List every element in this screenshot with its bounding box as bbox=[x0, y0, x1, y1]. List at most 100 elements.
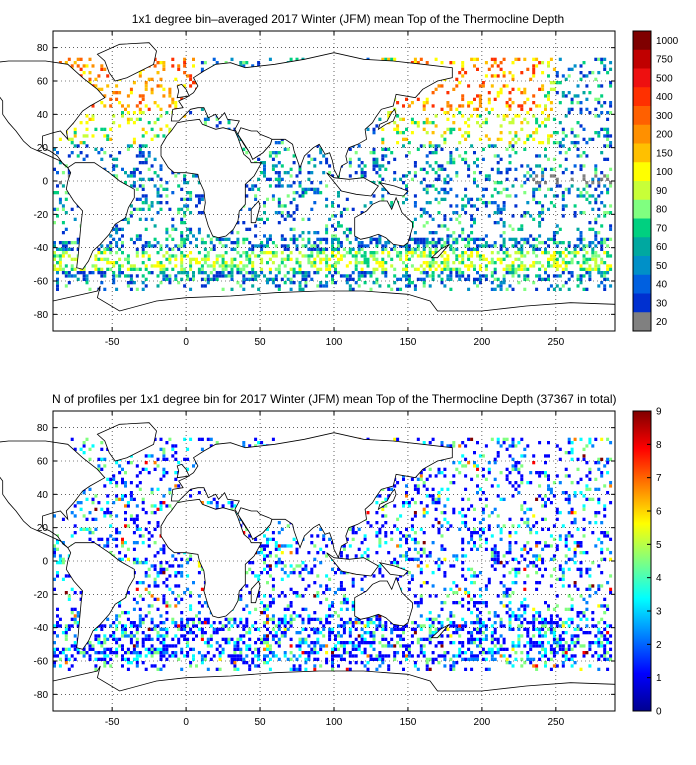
data-cell bbox=[62, 254, 65, 257]
data-cell bbox=[299, 181, 302, 184]
data-cell bbox=[142, 618, 145, 621]
data-cell bbox=[464, 161, 467, 164]
data-cell bbox=[352, 641, 355, 644]
y-tick-label: -80 bbox=[34, 310, 49, 321]
data-cell bbox=[547, 621, 550, 624]
data-cell bbox=[201, 268, 204, 271]
data-cell bbox=[361, 621, 364, 624]
data-cell bbox=[384, 624, 387, 627]
data-cell bbox=[151, 604, 154, 607]
data-cell bbox=[157, 61, 160, 64]
data-cell bbox=[133, 168, 136, 171]
data-cell bbox=[287, 628, 290, 631]
data-cell bbox=[553, 641, 556, 644]
data-cell bbox=[402, 628, 405, 631]
data-cell bbox=[219, 274, 222, 277]
data-cell bbox=[213, 274, 216, 277]
data-cell bbox=[331, 201, 334, 204]
data-cell bbox=[426, 661, 429, 664]
data-cell bbox=[364, 244, 367, 247]
data-cell bbox=[310, 181, 313, 184]
data-cell bbox=[118, 638, 121, 641]
data-cell bbox=[562, 251, 565, 254]
data-cell bbox=[429, 638, 432, 641]
data-cell bbox=[71, 274, 74, 277]
data-cell bbox=[233, 241, 236, 244]
data-cell bbox=[269, 154, 272, 157]
data-cell bbox=[310, 261, 313, 264]
data-cell bbox=[497, 181, 500, 184]
data-cell bbox=[414, 121, 417, 124]
data-cell bbox=[337, 194, 340, 197]
data-cell bbox=[381, 658, 384, 661]
data-cell bbox=[532, 131, 535, 134]
data-cell bbox=[571, 108, 574, 111]
data-cell bbox=[112, 264, 115, 267]
data-cell bbox=[198, 261, 201, 264]
data-cell bbox=[509, 268, 512, 271]
data-cell bbox=[296, 238, 299, 241]
data-cell bbox=[177, 271, 180, 274]
data-cell bbox=[148, 648, 151, 651]
data-cell bbox=[162, 634, 165, 637]
data-cell bbox=[219, 121, 222, 124]
data-cell bbox=[488, 178, 491, 181]
data-cell bbox=[103, 664, 106, 667]
data-cell bbox=[538, 621, 541, 624]
x-tick-label: 150 bbox=[400, 337, 417, 348]
data-cell bbox=[367, 271, 370, 274]
data-cell bbox=[207, 651, 210, 654]
data-cell bbox=[461, 651, 464, 654]
y-tick-label: -60 bbox=[34, 277, 49, 288]
data-cell bbox=[331, 648, 334, 651]
data-cell bbox=[228, 618, 231, 621]
data-cell bbox=[331, 601, 334, 604]
data-cell bbox=[148, 108, 151, 111]
data-cell bbox=[180, 238, 183, 241]
data-cell bbox=[124, 658, 127, 661]
data-cell bbox=[414, 201, 417, 204]
data-cell bbox=[405, 98, 408, 101]
data-cell bbox=[245, 61, 248, 64]
data-cell bbox=[417, 641, 420, 644]
data-cell bbox=[402, 668, 405, 671]
data-cell bbox=[207, 264, 210, 267]
data-cell bbox=[59, 658, 62, 661]
data-cell bbox=[103, 104, 106, 107]
data-cell bbox=[302, 618, 305, 621]
data-cell bbox=[497, 211, 500, 214]
data-cell bbox=[494, 181, 497, 184]
data-cell bbox=[435, 148, 438, 151]
data-cell bbox=[59, 264, 62, 267]
data-cell bbox=[236, 624, 239, 627]
data-cell bbox=[606, 191, 609, 194]
data-cell bbox=[473, 638, 476, 641]
data-cell bbox=[455, 624, 458, 627]
data-cell bbox=[446, 118, 449, 121]
data-cell bbox=[352, 654, 355, 657]
data-cell bbox=[435, 198, 438, 201]
data-cell bbox=[248, 208, 251, 211]
data-cell bbox=[340, 618, 343, 621]
data-cell bbox=[121, 241, 124, 244]
data-cell bbox=[313, 191, 316, 194]
data-cell bbox=[92, 271, 95, 274]
data-cell bbox=[373, 164, 376, 167]
data-cell bbox=[393, 628, 396, 631]
data-cell bbox=[562, 661, 565, 664]
data-cell bbox=[482, 201, 485, 204]
data-cell bbox=[473, 204, 476, 207]
data-cell bbox=[183, 221, 186, 224]
data-cell bbox=[343, 644, 346, 647]
data-cell bbox=[583, 611, 586, 614]
data-cell bbox=[432, 651, 435, 654]
data-cell bbox=[577, 638, 580, 641]
data-cell bbox=[287, 171, 290, 174]
data-cell bbox=[364, 204, 367, 207]
data-cell bbox=[597, 241, 600, 244]
data-cell bbox=[115, 174, 118, 177]
data-cell bbox=[441, 278, 444, 281]
colorbar-label: 200 bbox=[656, 130, 673, 141]
data-cell bbox=[304, 188, 307, 191]
